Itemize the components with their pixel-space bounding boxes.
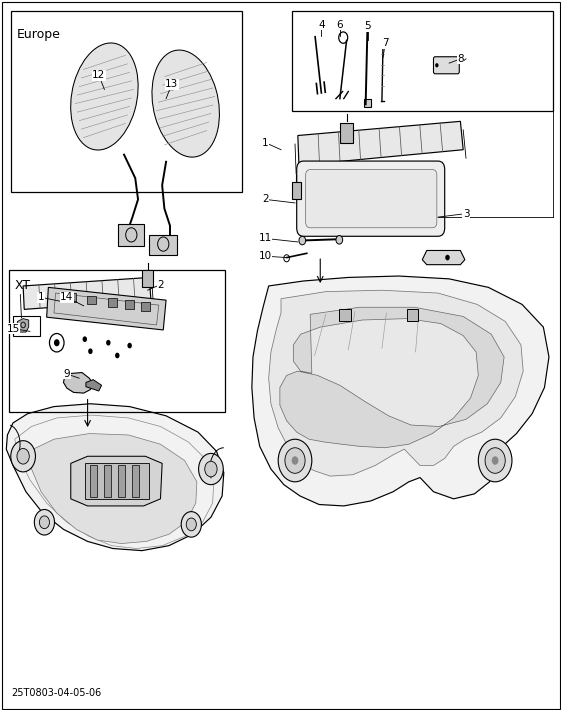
Text: 10: 10 xyxy=(259,251,272,261)
Bar xyxy=(90,465,97,498)
Circle shape xyxy=(292,456,298,465)
Circle shape xyxy=(115,353,120,358)
Circle shape xyxy=(106,340,111,346)
Bar xyxy=(11,11,242,192)
Circle shape xyxy=(128,343,132,348)
Bar xyxy=(364,99,371,107)
Text: 7: 7 xyxy=(382,38,388,48)
Polygon shape xyxy=(64,373,93,393)
Circle shape xyxy=(34,510,55,535)
Polygon shape xyxy=(422,250,465,264)
Polygon shape xyxy=(23,277,151,309)
Text: XT: XT xyxy=(15,279,31,292)
Text: 3: 3 xyxy=(463,208,469,218)
Polygon shape xyxy=(71,456,162,506)
Text: 12: 12 xyxy=(92,70,106,80)
Text: 8: 8 xyxy=(457,54,464,64)
Polygon shape xyxy=(6,404,224,550)
Bar xyxy=(108,299,117,306)
Bar xyxy=(13,316,40,336)
Circle shape xyxy=(186,518,196,531)
Circle shape xyxy=(49,333,64,352)
Bar xyxy=(119,224,144,245)
Text: 9: 9 xyxy=(64,369,70,379)
Text: 5: 5 xyxy=(365,21,371,31)
Text: 11: 11 xyxy=(259,233,272,243)
Circle shape xyxy=(181,512,201,537)
Circle shape xyxy=(88,348,93,354)
Circle shape xyxy=(205,461,217,477)
Polygon shape xyxy=(269,290,523,476)
FancyBboxPatch shape xyxy=(306,170,437,228)
Polygon shape xyxy=(252,276,549,506)
Bar xyxy=(104,465,111,498)
Circle shape xyxy=(54,339,60,346)
Text: 25T0803-04-05-06: 25T0803-04-05-06 xyxy=(11,688,101,697)
Bar xyxy=(132,465,139,498)
Bar xyxy=(9,270,225,412)
Circle shape xyxy=(445,255,450,260)
Polygon shape xyxy=(16,319,29,332)
Text: 13: 13 xyxy=(165,80,178,90)
Text: 15: 15 xyxy=(6,324,20,333)
Bar xyxy=(339,309,351,321)
Bar xyxy=(292,11,553,111)
Bar xyxy=(141,302,150,311)
Text: 4: 4 xyxy=(318,20,325,30)
Circle shape xyxy=(198,454,223,485)
Circle shape xyxy=(285,448,305,474)
Circle shape xyxy=(492,456,498,465)
Bar xyxy=(292,181,301,199)
Circle shape xyxy=(11,441,35,472)
Ellipse shape xyxy=(71,43,138,150)
Bar xyxy=(407,309,418,321)
FancyBboxPatch shape xyxy=(433,57,459,74)
Circle shape xyxy=(485,448,505,474)
Polygon shape xyxy=(280,307,504,448)
Polygon shape xyxy=(86,380,102,391)
Text: 1: 1 xyxy=(262,138,269,148)
Circle shape xyxy=(299,236,306,245)
Bar xyxy=(341,123,353,143)
FancyBboxPatch shape xyxy=(297,161,445,236)
Text: 2: 2 xyxy=(157,279,164,289)
Text: 14: 14 xyxy=(60,292,74,302)
Circle shape xyxy=(278,439,312,482)
Text: 6: 6 xyxy=(337,20,343,30)
Circle shape xyxy=(478,439,512,482)
Text: 2: 2 xyxy=(262,194,269,204)
Circle shape xyxy=(83,336,87,342)
Bar xyxy=(118,465,125,498)
Bar xyxy=(125,300,134,309)
Circle shape xyxy=(17,449,29,464)
Circle shape xyxy=(336,235,343,244)
Bar xyxy=(87,296,96,304)
Bar xyxy=(67,294,76,302)
Bar xyxy=(142,270,153,287)
Bar xyxy=(149,235,177,255)
Ellipse shape xyxy=(152,50,219,157)
Polygon shape xyxy=(47,287,166,330)
Polygon shape xyxy=(298,122,463,166)
Circle shape xyxy=(435,63,438,68)
Text: Europe: Europe xyxy=(16,28,60,41)
Bar xyxy=(85,464,149,499)
Circle shape xyxy=(39,516,49,529)
Polygon shape xyxy=(30,434,197,543)
Text: 1: 1 xyxy=(38,292,44,302)
